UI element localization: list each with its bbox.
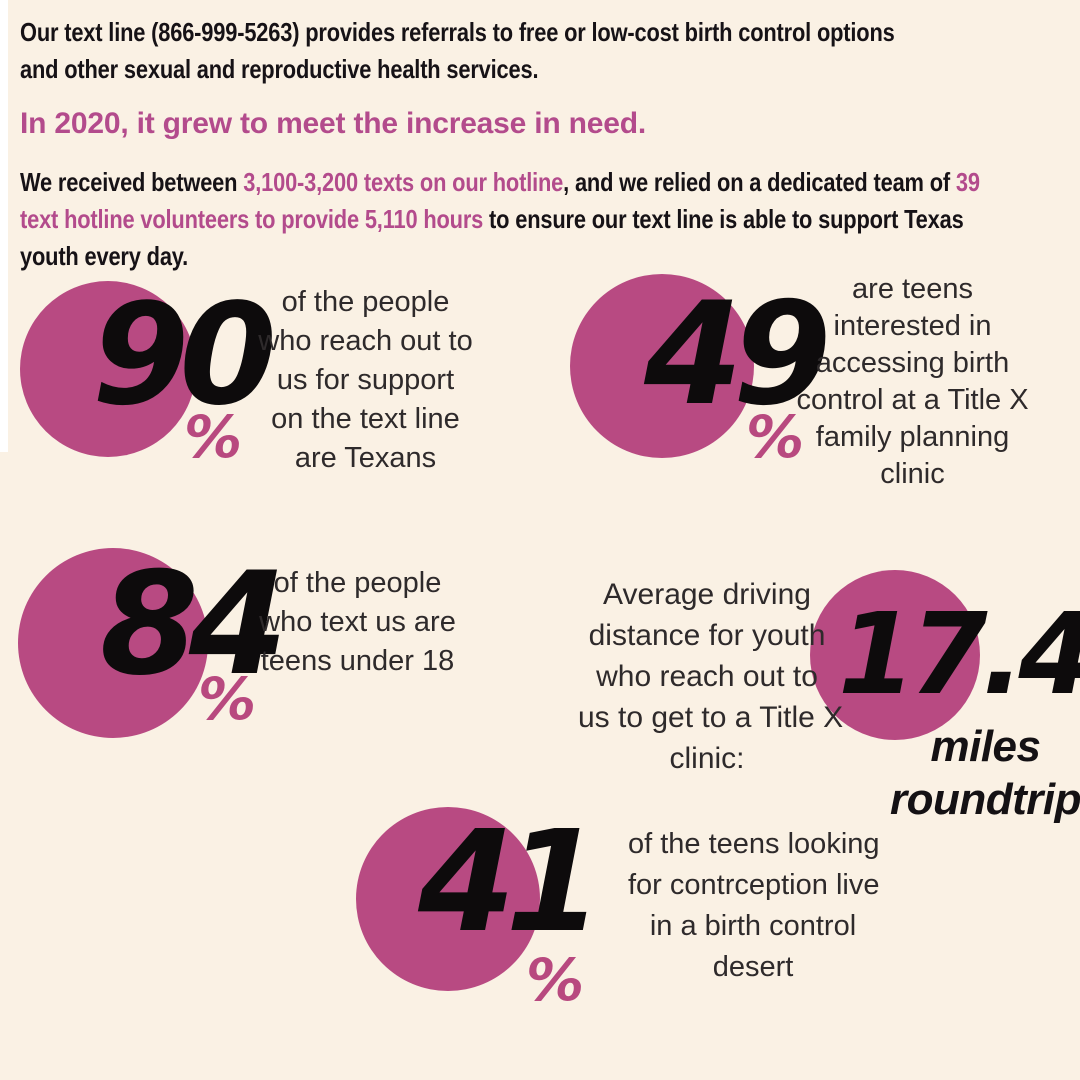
summary-line-3: youth every day.: [20, 238, 980, 275]
stat-description: Average driving distance for youth who r…: [578, 574, 844, 779]
stat-circle: [18, 548, 208, 738]
stat-description: of the people who reach out to us for su…: [238, 283, 493, 478]
summary-seg-highlight: 3,100-3,200 texts on our hotline: [243, 167, 564, 197]
stat-description-line: in a birth control: [649, 910, 857, 942]
summary-seg: We received between: [20, 167, 244, 197]
stat-description-line: us to get to a Title X: [578, 701, 844, 734]
stat-description-line: distance for youth: [588, 619, 826, 652]
stat-description-line: of the people: [281, 286, 450, 318]
summary-seg: , and we relied on a dedicated team of: [563, 167, 956, 197]
stat-description-line: clinic:: [669, 742, 745, 775]
stat-value: 49: [644, 272, 832, 437]
stat-description: of the people who text us are teens unde…: [240, 564, 475, 681]
stat-circle: [570, 274, 754, 458]
stat-description-line: Average driving: [603, 578, 811, 611]
summary-line-1: We received between 3,100-3,200 texts on…: [20, 164, 980, 201]
stat-description-line: of the people: [273, 567, 442, 599]
stat-value: 17.4: [838, 590, 1080, 720]
percent-sign: %: [198, 665, 257, 733]
stat-unit-label: miles roundtrip: [858, 720, 1080, 826]
stat-value: 90: [92, 274, 277, 437]
stat-circle: [810, 570, 980, 740]
stat-description-line: teens under 18: [260, 645, 455, 677]
stat-circle: [20, 281, 196, 457]
stat-description-line: are teens: [852, 273, 973, 305]
percent-sign: %: [746, 403, 805, 471]
stat-description-line: who text us are: [259, 606, 456, 638]
stat-value: 41: [418, 801, 603, 964]
percent-sign: %: [184, 403, 243, 471]
headline: In 2020, it grew to meet the increase in…: [20, 107, 647, 140]
percent-sign: %: [526, 946, 585, 1014]
stat-description-line: for contrception live: [628, 869, 880, 901]
stat-description-line: us for support: [276, 364, 455, 396]
stat-description-line: of the teens looking: [628, 828, 880, 860]
stat-description-line: accessing birth: [815, 347, 1010, 379]
left-white-strip: [0, 0, 8, 452]
stat-description-line: who reach out to: [596, 660, 818, 693]
stat-description: of the teens looking for contrception li…: [628, 824, 880, 988]
stat-description-line: on the text line: [271, 403, 460, 435]
stat-description-line: family planning: [815, 421, 1010, 453]
stat-circle: [356, 807, 540, 991]
unit-line-miles: miles: [930, 722, 1041, 771]
stat-description: are teens interested in accessing birth …: [795, 271, 1030, 493]
stat-description-line: clinic: [880, 458, 945, 490]
unit-line-roundtrip: roundtrip: [889, 775, 1080, 824]
summary-seg: to ensure our text line is able to suppo…: [483, 204, 964, 234]
stat-description-line: control at a Title X: [796, 384, 1029, 416]
intro-paragraph: Our text line (866-999-5263) provides re…: [20, 14, 1061, 88]
stat-description-line: who reach out to: [258, 325, 473, 357]
stat-description-line: desert: [712, 951, 794, 983]
summary-line-2: text hotline volunteers to provide 5,110…: [20, 201, 980, 238]
stat-value: 84: [100, 542, 288, 707]
summary-paragraph: We received between 3,100-3,200 texts on…: [20, 164, 1080, 275]
summary-seg-highlight: 39: [955, 167, 980, 197]
intro-line-1: Our text line (866-999-5263) provides re…: [20, 17, 895, 47]
summary-seg: youth every day.: [20, 241, 189, 271]
intro-line-2: and other sexual and reproductive health…: [20, 54, 539, 84]
stat-description-line: interested in: [833, 310, 992, 342]
stat-description-line: are Texans: [294, 442, 437, 474]
summary-seg-highlight: text hotline volunteers to provide 5,110…: [20, 204, 484, 234]
